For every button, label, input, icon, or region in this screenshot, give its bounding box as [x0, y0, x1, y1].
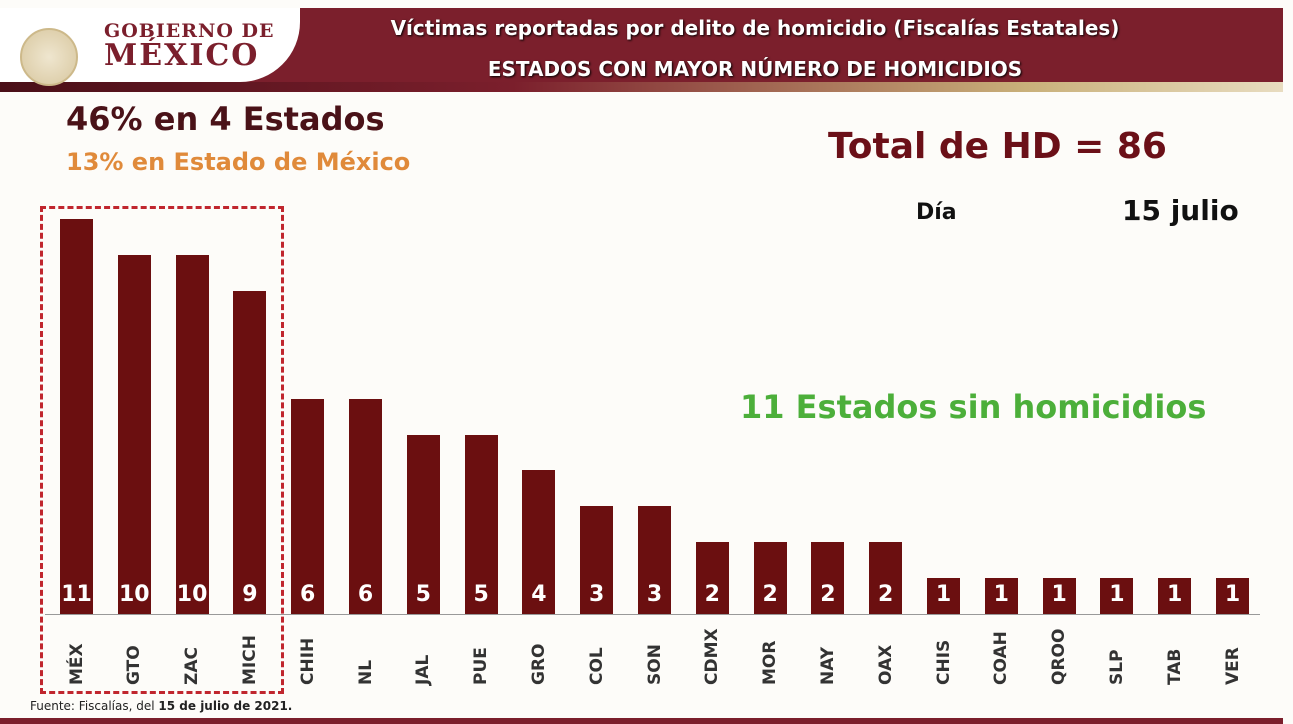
bar-ZAC: [175, 255, 209, 614]
tick-label: MOR: [760, 640, 781, 685]
data-label: 1: [1224, 582, 1241, 607]
bar-GRO: [522, 470, 556, 614]
bar-GTO: [117, 255, 151, 614]
tick-label: SLP: [1106, 649, 1127, 685]
bar-VER: [1216, 578, 1249, 614]
bar-CDMX: [695, 542, 729, 614]
data-label: 5: [415, 582, 431, 607]
data-label: 4: [531, 582, 547, 607]
tick-label: NAY: [817, 646, 838, 685]
tick-label: JAL: [413, 654, 434, 685]
tick-label: MICH: [239, 635, 260, 685]
bar-TAB: [1158, 578, 1192, 614]
data-label: 1: [1167, 582, 1183, 607]
tick-label: MÉX: [66, 643, 87, 685]
bar-MICH: [233, 290, 267, 614]
logo-text-2: MÉXICO: [104, 38, 260, 73]
total-homicides: Total de HD = 86: [828, 126, 1167, 167]
tick-label: VER: [1222, 647, 1243, 685]
data-label: 11: [61, 582, 92, 607]
bar-COL: [580, 506, 614, 614]
header-band: [0, 82, 1283, 92]
bar-CHIH: [291, 398, 325, 614]
day-label: Día: [916, 200, 957, 225]
data-label: 10: [176, 582, 208, 607]
top-four-highlight-box: [40, 206, 284, 694]
data-label: 2: [762, 582, 778, 607]
tick-label: SON: [644, 644, 665, 685]
data-label: 2: [820, 582, 836, 607]
share-mexico: 13% en Estado de México: [66, 148, 411, 176]
share-four-states: 46% en 4 Estados: [66, 100, 385, 138]
footer-band: [0, 718, 1283, 724]
tick-label: OAX: [875, 644, 896, 685]
source-note: Fuente: Fiscalías, del 15 de julio de 20…: [30, 699, 292, 713]
source-date: 15 de julio de 2021.: [158, 699, 293, 713]
bar-SON: [638, 506, 671, 614]
bar-MOR: [753, 542, 787, 614]
logo-text-1: GOBIERNO DE: [104, 20, 275, 42]
tick-label: CHIS: [933, 639, 954, 685]
states-without-homicides: 11 Estados sin homicidios: [740, 388, 1207, 426]
data-label: 5: [473, 582, 489, 607]
bar-CHIS: [927, 578, 960, 614]
data-label: 6: [357, 582, 374, 607]
national-seal-icon: [20, 28, 78, 86]
bar-NAY: [811, 542, 845, 614]
tick-label: CDMX: [702, 628, 723, 685]
data-label: 1: [993, 582, 1009, 607]
data-label: 1: [1109, 582, 1125, 607]
source-prefix: Fuente: Fiscalías, del: [30, 699, 159, 713]
page-subtitle: ESTADOS CON MAYOR NÚMERO DE HOMICIDIOS: [487, 57, 1023, 81]
tick-label: CHIH: [297, 637, 318, 685]
bar-JAL: [406, 434, 440, 614]
data-label: 1: [1051, 582, 1067, 607]
x-axis: [45, 614, 1260, 615]
tick-label: GRO: [528, 643, 549, 686]
logo: [0, 8, 300, 86]
data-label: 2: [878, 582, 894, 607]
data-label: 2: [704, 582, 720, 607]
tick-label: COAH: [991, 631, 1012, 685]
bar-COAH: [984, 578, 1018, 614]
data-label: 10: [118, 582, 150, 607]
data-label: 3: [646, 582, 663, 607]
data-label: 3: [589, 582, 605, 607]
data-label: 1: [935, 582, 952, 607]
bar-OAX: [869, 542, 903, 614]
tick-label: QROO: [1049, 628, 1070, 685]
tick-label: NL: [355, 659, 376, 685]
bar-MÉX: [60, 219, 93, 614]
bar-PUE: [464, 434, 498, 614]
bar-QROO: [1042, 578, 1076, 614]
page-title: Víctimas reportadas por delito de homici…: [390, 16, 1120, 40]
date-value: 15 julio: [1122, 194, 1239, 227]
tick-label: GTO: [124, 645, 145, 685]
tick-label: COL: [586, 647, 607, 685]
tick-label: PUE: [471, 647, 492, 685]
bar-NL: [349, 398, 382, 614]
tick-label: TAB: [1164, 648, 1185, 685]
tick-label: ZAC: [182, 647, 203, 685]
bar-SLP: [1100, 578, 1134, 614]
data-label: 9: [242, 582, 258, 607]
data-label: 6: [300, 582, 316, 607]
